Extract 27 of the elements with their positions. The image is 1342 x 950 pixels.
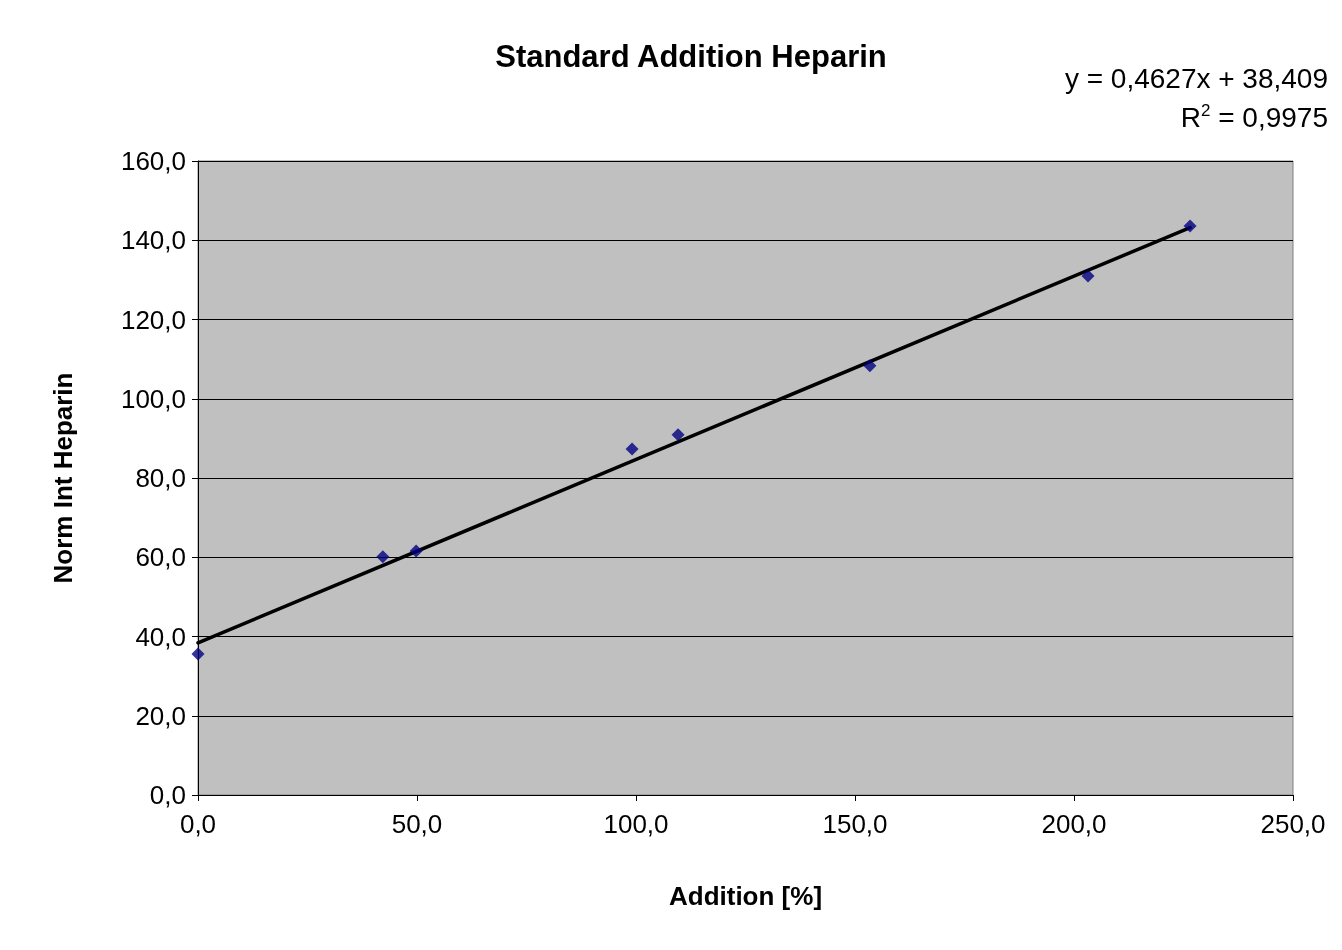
point <box>376 550 390 564</box>
y-tick-label: 0,0 <box>149 780 186 810</box>
point <box>1183 219 1197 233</box>
y-tick-label: 60,0 <box>135 542 186 573</box>
y-tick-label: 40,0 <box>135 621 186 652</box>
x-tick-label: 50,0 <box>391 809 443 839</box>
point <box>671 428 685 442</box>
point <box>863 359 877 373</box>
chart-title: Standard Addition Heparin <box>495 39 887 74</box>
x-tick-label: 150,0 <box>822 809 888 839</box>
y-tick-label: 140,0 <box>120 225 186 256</box>
x-tick-label: 200,0 <box>1041 809 1107 839</box>
x-axis-title: Addition [%] <box>668 881 823 911</box>
x-tick-label: 100,0 <box>603 809 669 839</box>
y-axis-title: Norm Int Heparin <box>48 372 78 584</box>
point <box>191 647 205 661</box>
y-tick-label: 20,0 <box>135 700 186 731</box>
x-tick-label: 250,0 <box>1260 809 1326 839</box>
point <box>625 442 639 456</box>
y-tick-label: 160,0 <box>120 146 186 176</box>
y-tick-label: 80,0 <box>135 463 186 493</box>
y-tick-label: 120,0 <box>120 304 186 335</box>
point <box>409 544 423 558</box>
text: y = 0,4627x + 38,409 <box>1064 62 1329 94</box>
y-tick-label: 100,0 <box>120 383 186 414</box>
point <box>1081 269 1095 283</box>
x-tick-label: 0,0 <box>179 809 217 839</box>
